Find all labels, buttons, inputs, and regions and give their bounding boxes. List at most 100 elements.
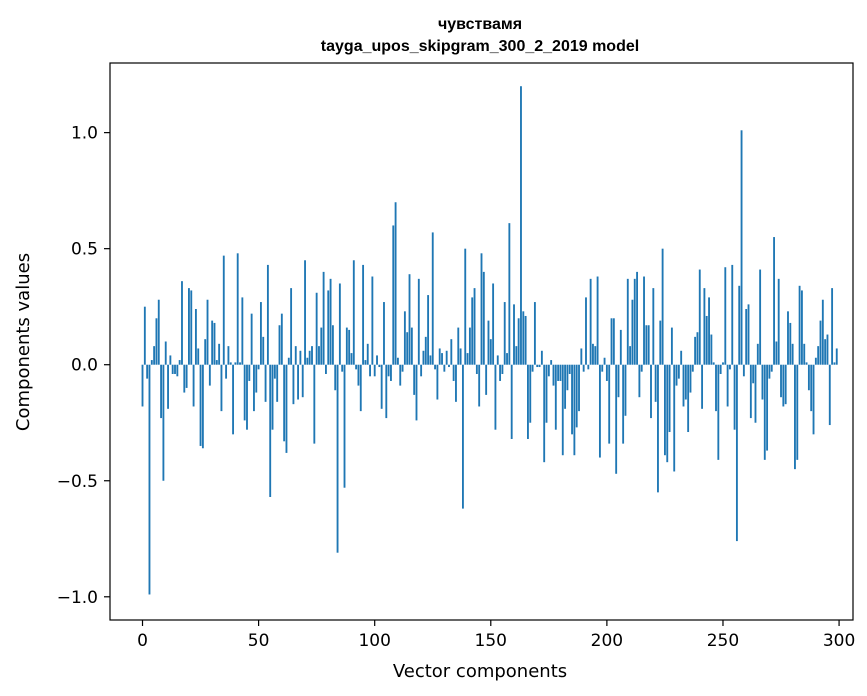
bar-107 <box>390 364 392 381</box>
bar-43 <box>241 297 244 365</box>
bar-292 <box>819 320 822 365</box>
bar-203 <box>612 318 615 365</box>
bar-167 <box>529 364 532 423</box>
bar-222 <box>657 364 659 493</box>
bar-195 <box>594 346 597 365</box>
x-tick-label: 50 <box>248 631 270 651</box>
bar-297 <box>831 288 834 365</box>
bar-27 <box>204 339 207 365</box>
bar-13 <box>171 364 174 374</box>
bar-131 <box>445 350 448 365</box>
bar-155 <box>501 364 504 374</box>
bar-72 <box>308 350 311 365</box>
bar-41 <box>236 253 239 365</box>
bar-129 <box>441 353 443 365</box>
bar-247 <box>715 364 717 412</box>
bar-30 <box>211 320 214 365</box>
bar-121 <box>422 350 425 365</box>
x-tick-label: 0 <box>137 631 148 651</box>
bar-281 <box>794 364 796 470</box>
bar-19 <box>185 364 188 388</box>
bar-6 <box>155 318 158 365</box>
bar-230 <box>675 364 678 386</box>
bar-21 <box>190 290 193 365</box>
bar-263 <box>752 364 755 384</box>
bar-25 <box>199 364 202 446</box>
bar-114 <box>406 332 409 365</box>
bar-199 <box>603 357 606 365</box>
bar-132 <box>448 364 450 368</box>
bar-225 <box>664 364 666 456</box>
bar-84 <box>336 364 339 553</box>
x-tick-label: 250 <box>707 631 739 651</box>
y-axis-ticks: −1.0 −0.5 0.0 0.5 1.0 <box>57 124 110 608</box>
y-tick-label: 0.5 <box>71 240 98 260</box>
bar-265 <box>756 343 759 365</box>
bar-279 <box>789 322 792 365</box>
bar-46 <box>248 364 251 381</box>
bar-284 <box>800 290 803 365</box>
bar-187 <box>575 364 578 428</box>
bar-34 <box>220 364 223 412</box>
bar-135 <box>455 364 457 402</box>
bar-171 <box>538 364 541 368</box>
bar-69 <box>301 364 304 398</box>
bar-211 <box>631 299 634 365</box>
bar-11 <box>167 364 169 409</box>
bar-90 <box>350 353 353 365</box>
bar-191 <box>585 297 587 365</box>
bar-28 <box>206 299 209 365</box>
bar-226 <box>666 364 669 463</box>
bar-245 <box>710 334 713 365</box>
bar-216 <box>643 276 645 365</box>
bar-45 <box>246 364 248 430</box>
bar-133 <box>450 339 453 365</box>
bar-109 <box>394 202 397 365</box>
bar-32 <box>215 360 218 365</box>
bar-17 <box>181 281 183 365</box>
bar-16 <box>178 360 181 365</box>
bar-274 <box>777 278 780 365</box>
bar-31 <box>213 322 216 365</box>
bar-8 <box>160 364 163 419</box>
bar-136 <box>457 327 460 365</box>
bar-137 <box>459 348 462 365</box>
bar-9 <box>162 364 165 481</box>
bar-205 <box>617 364 620 398</box>
bar-134 <box>452 364 455 381</box>
bar-257 <box>738 285 741 365</box>
bar-71 <box>306 357 309 365</box>
bar-106 <box>387 364 390 377</box>
bar-63 <box>287 357 290 365</box>
bar-174 <box>545 364 548 423</box>
bar-75 <box>315 292 318 365</box>
bar-285 <box>803 343 806 365</box>
bar-88 <box>345 327 348 365</box>
bar-120 <box>420 364 423 377</box>
bar-60 <box>280 313 283 365</box>
bar-202 <box>610 318 613 365</box>
bar-238 <box>694 336 697 365</box>
bar-42 <box>239 362 241 365</box>
bar-110 <box>396 357 399 365</box>
bar-204 <box>615 364 618 474</box>
bar-115 <box>408 274 411 365</box>
bar-77 <box>320 327 323 365</box>
bar-64 <box>290 288 293 365</box>
bar-255 <box>733 364 736 430</box>
bar-223 <box>659 320 662 365</box>
bar-160 <box>513 304 515 365</box>
bar-186 <box>573 364 576 456</box>
bar-94 <box>359 364 362 412</box>
bar-164 <box>522 311 525 365</box>
bar-233 <box>682 364 685 407</box>
bar-83 <box>334 364 337 391</box>
bar-57 <box>273 364 276 379</box>
bar-217 <box>645 325 648 365</box>
bar-12 <box>169 355 172 365</box>
bar-127 <box>436 364 439 400</box>
bar-283 <box>798 285 801 365</box>
bar-170 <box>536 364 539 368</box>
bar-239 <box>696 332 699 365</box>
bar-184 <box>568 364 571 374</box>
